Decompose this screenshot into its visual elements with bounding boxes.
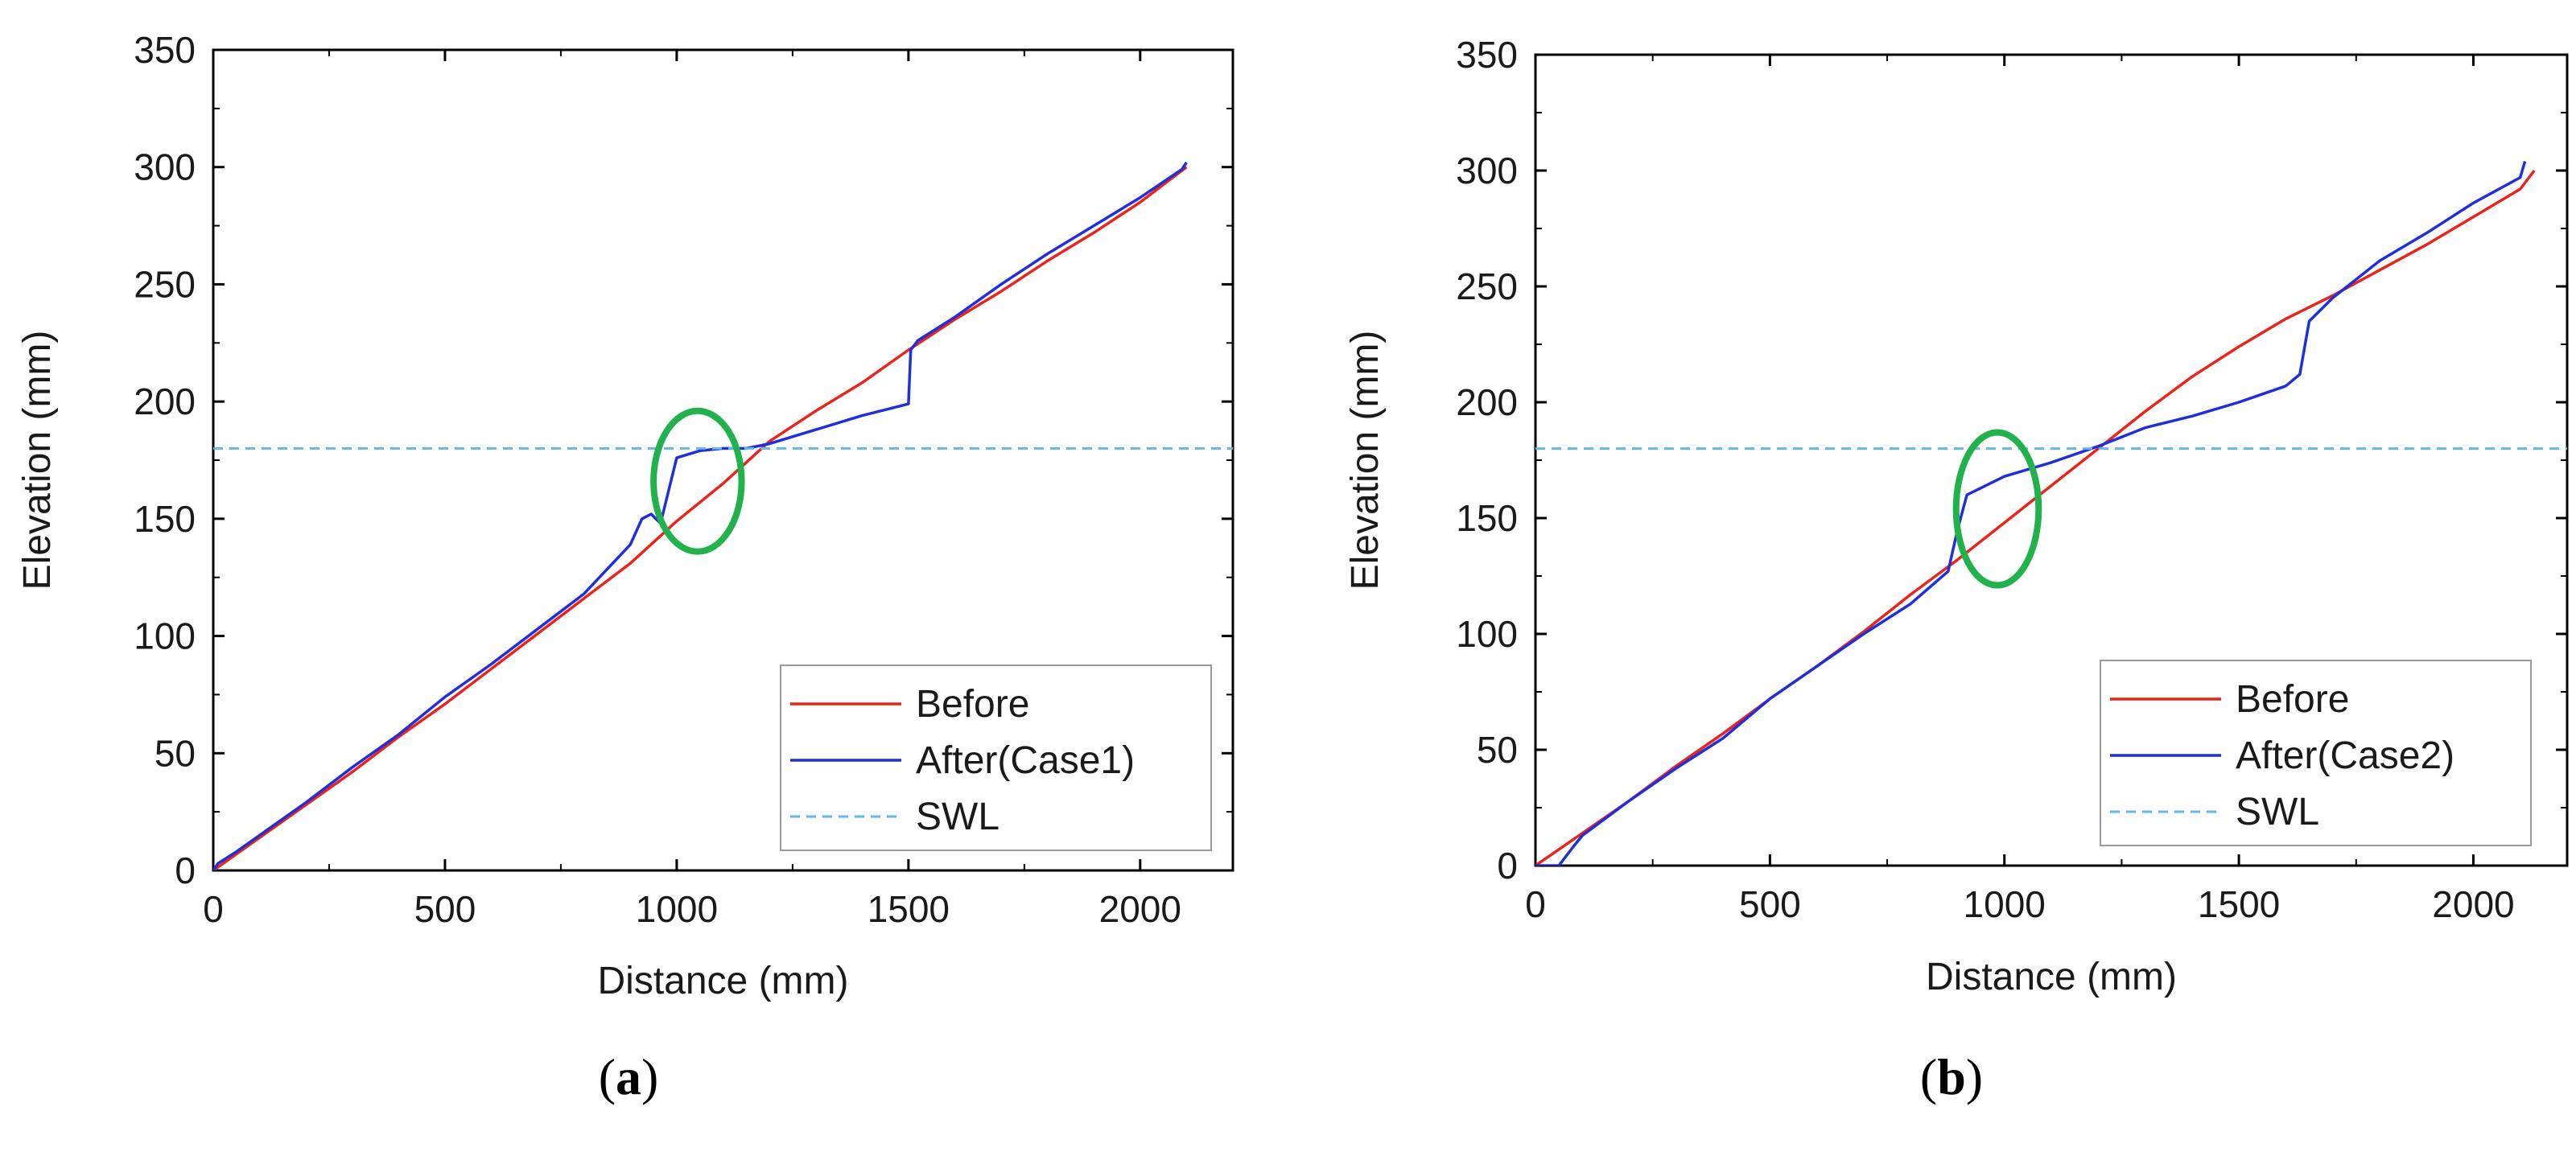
- y-tick-label: 200: [134, 381, 196, 422]
- y-tick-label: 350: [1456, 34, 1518, 76]
- y-tick-label: 50: [155, 732, 196, 774]
- legend-box: [2100, 660, 2532, 846]
- legend-label: Before: [916, 683, 1029, 726]
- y-tick-label: 200: [1456, 381, 1518, 423]
- x-axis-title: Distance (mm): [597, 960, 848, 1002]
- series-line-after-case2: [1535, 161, 2527, 866]
- legend-label: After(Case1): [916, 739, 1135, 782]
- highlight-circle: [650, 407, 745, 555]
- highlight-circle: [1952, 429, 2042, 589]
- series-line-before: [213, 166, 1188, 870]
- x-tick-label: 500: [414, 888, 476, 930]
- series-line-after-case1: [213, 161, 1188, 870]
- y-axis-title: Elevation (mm): [1344, 331, 1387, 590]
- x-tick-label: 1500: [868, 888, 950, 930]
- panel-label: (b): [1920, 1048, 1983, 1105]
- y-tick-label: 150: [134, 498, 196, 540]
- chart-panel-a: 0 500 1000 1500 2000 0 50 100 150 200 250 300 350 Dis…: [16, 29, 1234, 1105]
- x-tick-label: 500: [1739, 883, 1801, 925]
- x-axis-title: Distance (mm): [1926, 956, 2177, 998]
- x-tick-label: 2000: [1099, 888, 1181, 930]
- y-tick-label: 150: [1456, 497, 1518, 539]
- y-tick-label: 300: [1456, 150, 1518, 191]
- legend-label: Before: [2236, 678, 2349, 721]
- legend: Before After(Case2) SWL: [2100, 660, 2532, 846]
- y-tick-label: 0: [1497, 845, 1518, 887]
- x-tick-label: 1000: [1964, 883, 2046, 925]
- x-tick-label: 0: [203, 888, 224, 930]
- legend-label: SWL: [2236, 791, 2319, 833]
- x-tick-label: 0: [1525, 883, 1546, 925]
- x-tick-label: 2000: [2432, 883, 2514, 925]
- panel-label: (a): [599, 1048, 659, 1105]
- x-tick-label: 1500: [2198, 883, 2280, 925]
- legend-label: After(Case2): [2236, 734, 2454, 777]
- y-tick-label: 300: [134, 146, 196, 188]
- x-tick-label: 1000: [636, 888, 718, 930]
- y-tick-label: 100: [134, 615, 196, 657]
- legend-box: [780, 664, 1212, 851]
- legend-label: SWL: [916, 796, 999, 838]
- y-tick-label: 0: [175, 850, 196, 891]
- y-axis-title: Elevation (mm): [16, 331, 59, 590]
- chart-panel-b: 0 500 1000 1500 2000 0 50 100 150 200 250 300 350 Dis…: [1344, 34, 2569, 1105]
- y-tick-label: 50: [1477, 729, 1518, 771]
- y-tick-label: 350: [134, 29, 196, 71]
- y-tick-label: 250: [134, 263, 196, 305]
- y-tick-label: 100: [1456, 613, 1518, 655]
- series-line-before: [1535, 169, 2536, 866]
- y-tick-label: 250: [1456, 265, 1518, 307]
- legend: Before After(Case1) SWL: [780, 664, 1212, 851]
